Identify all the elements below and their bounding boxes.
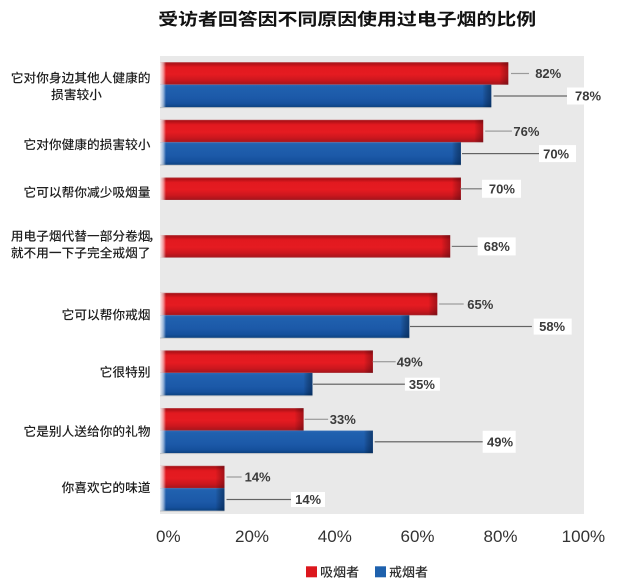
svg-text:58%: 58% [539, 319, 565, 334]
svg-text:14%: 14% [295, 492, 321, 507]
svg-text:0%: 0% [156, 527, 181, 546]
svg-text:35%: 35% [409, 377, 435, 392]
svg-text:68%: 68% [484, 239, 510, 254]
svg-text:76%: 76% [513, 124, 539, 139]
svg-text:49%: 49% [397, 354, 423, 369]
svg-text:33%: 33% [330, 412, 356, 427]
svg-text:100%: 100% [562, 527, 605, 546]
svg-text:40%: 40% [318, 527, 352, 546]
svg-text:70%: 70% [489, 181, 515, 196]
svg-text:78%: 78% [575, 89, 601, 104]
svg-text:70%: 70% [543, 146, 569, 161]
svg-text:80%: 80% [483, 527, 517, 546]
svg-text:20%: 20% [235, 527, 269, 546]
svg-text:82%: 82% [535, 66, 561, 81]
svg-text:14%: 14% [245, 470, 271, 485]
svg-text:65%: 65% [467, 297, 493, 312]
svg-text:49%: 49% [487, 435, 513, 450]
svg-text:60%: 60% [400, 527, 434, 546]
